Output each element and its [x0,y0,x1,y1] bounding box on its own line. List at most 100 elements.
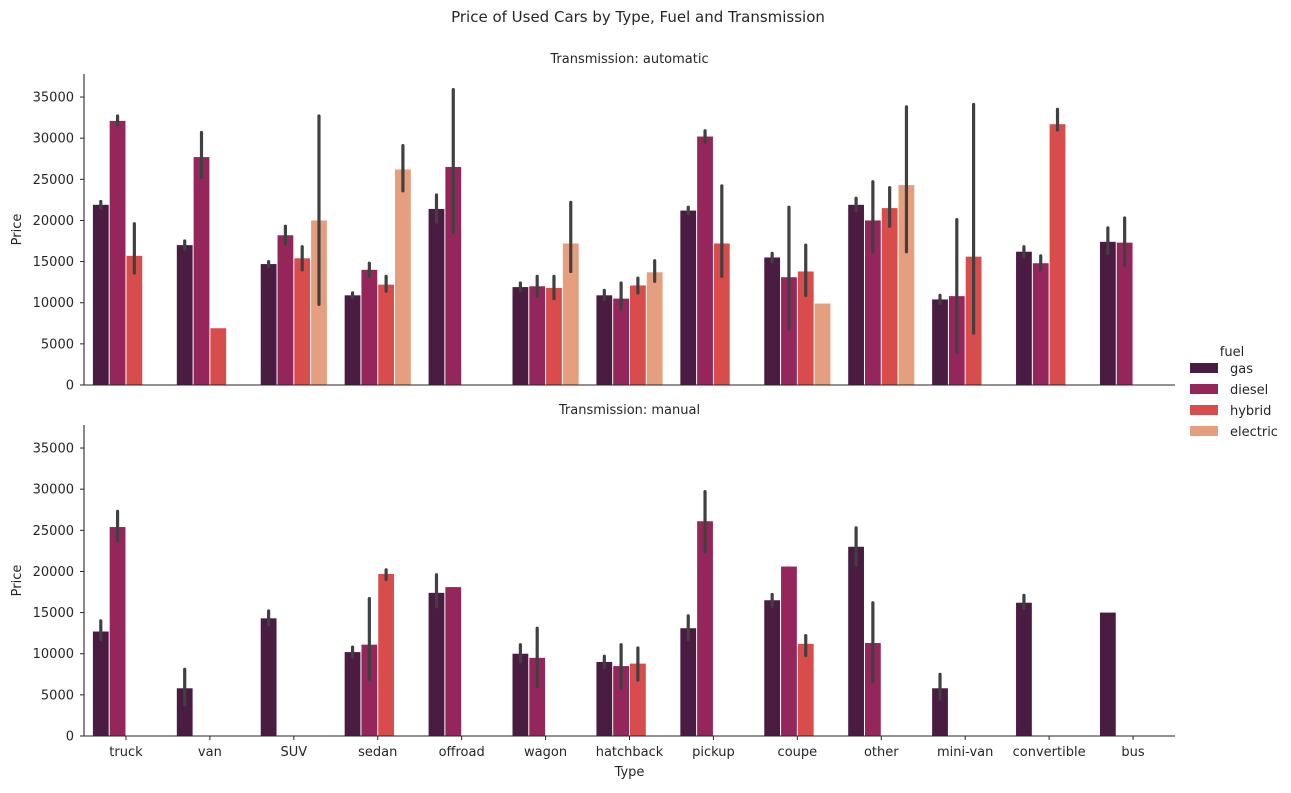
panels-layer: Transmission: automatic Price 0 5000 10000 15… [10,52,1175,780]
y-tick-label: 20000 [33,214,74,229]
legend-swatch-hybrid [1190,405,1218,415]
y-tick-label: 25000 [33,173,74,188]
bar-diesel-sedan [361,644,378,736]
panel-title: Transmission: automatic [549,52,708,67]
bar-hybrid-coupe [797,643,814,736]
bar-electric-wagon [562,243,579,385]
bar-hybrid-hatchback [630,663,646,736]
x-tick-label: hatchback [596,745,664,760]
bar-hybrid-wagon [546,287,562,385]
bar-diesel-hatchback [613,666,629,736]
y-tick-label: 20000 [33,565,74,580]
bar-diesel-wagon [529,657,546,736]
x-tick-label: coupe [778,745,818,760]
bar-gas-pickup [680,210,697,385]
bar-diesel-coupe [781,566,797,736]
bar-hybrid-truck [126,255,143,385]
x-tick-label: wagon [524,745,567,760]
legend: fuel gas diesel hybrid electric [1190,345,1278,440]
y-tick-label: 5000 [41,688,74,703]
bar-gas-hatchback [596,295,613,385]
bar-gas-SUV [260,618,277,736]
bar-diesel-truck [109,527,126,736]
bar-diesel-pickup [697,521,713,736]
x-axis-title: Type [614,765,645,780]
x-tick-label: offroad [439,745,485,760]
y-tick-label: 0 [66,730,74,745]
y-tick-label: 35000 [33,442,74,457]
y-axis-title: Price [10,214,25,246]
bar-hybrid-coupe [797,271,814,385]
y-tick-label: 15000 [33,606,74,621]
bar-hybrid-van [210,328,227,385]
bar-gas-bus [1099,241,1116,385]
legend-title: fuel [1220,345,1244,360]
bar-diesel-truck [109,120,126,386]
bar-gas-bus [1099,612,1116,736]
bar-gas-coupe [764,600,781,736]
x-tick-label: other [864,745,899,760]
y-axis-title: Price [10,565,25,597]
bar-gas-mini-van [932,688,948,736]
y-tick-label: 5000 [41,337,74,352]
bar-hybrid-sedan [378,573,395,736]
bar-gas-van [176,688,193,736]
x-tick-label: SUV [280,745,307,760]
y-tick-label: 10000 [33,647,74,662]
legend-label-electric: electric [1230,425,1278,440]
y-tick-label: 15000 [33,255,74,270]
bar-diesel-convertible [1032,263,1049,385]
panel-automatic: Transmission: automatic Price 0 5000 10000 15… [10,52,1175,394]
legend-label-gas: gas [1230,362,1253,377]
bar-gas-coupe [764,257,781,385]
legend-label-hybrid: hybrid [1230,404,1271,419]
x-tick-label: sedan [358,745,397,760]
y-tick-label: 35000 [33,91,74,106]
y-tick-label: 0 [66,379,74,394]
bar-gas-van [176,245,193,385]
bar-electric-hatchback [646,272,663,385]
bar-electric-other [898,185,915,385]
y-tick-label: 30000 [33,132,74,147]
y-tick-label: 25000 [33,524,74,539]
y-tick-label: 30000 [33,483,74,498]
bar-diesel-other [864,220,881,385]
bar-diesel-offroad [445,166,462,385]
bar-gas-pickup [680,628,697,736]
bar-gas-mini-van [932,299,948,385]
bar-gas-convertible [1016,602,1032,736]
bar-gas-sedan [344,652,361,736]
bar-hybrid-pickup [713,243,730,385]
panel-title: Transmission: manual [558,403,700,418]
legend-swatch-diesel [1190,384,1218,394]
bar-gas-other [848,204,864,385]
x-tick-label: pickup [692,745,735,760]
bar-gas-SUV [260,264,277,385]
bar-diesel-coupe [781,277,797,385]
bar-diesel-bus [1116,242,1133,385]
bar-electric-coupe [814,303,831,385]
legend-label-diesel: diesel [1230,383,1268,398]
bar-gas-truck [92,631,109,736]
bar-diesel-offroad [445,587,462,736]
bar-diesel-van [193,157,210,385]
bar-diesel-pickup [697,136,713,385]
bar-gas-sedan [344,295,361,385]
bar-gas-offroad [428,592,445,736]
bar-hybrid-sedan [378,284,395,385]
bar-diesel-wagon [529,286,546,385]
bar-electric-sedan [395,169,411,385]
bar-gas-hatchback [596,661,613,736]
legend-swatch-gas [1190,363,1218,373]
bar-gas-convertible [1016,251,1032,385]
bar-gas-offroad [428,208,445,385]
x-tick-label: van [198,745,222,760]
legend-swatch-electric [1190,426,1218,436]
bar-gas-other [848,546,864,736]
bar-diesel-SUV [277,235,294,385]
chart-title: Price of Used Cars by Type, Fuel and Tra… [451,8,825,26]
bar-hybrid-SUV [294,258,311,385]
bar-hybrid-other [881,208,898,385]
y-tick-label: 10000 [33,296,74,311]
